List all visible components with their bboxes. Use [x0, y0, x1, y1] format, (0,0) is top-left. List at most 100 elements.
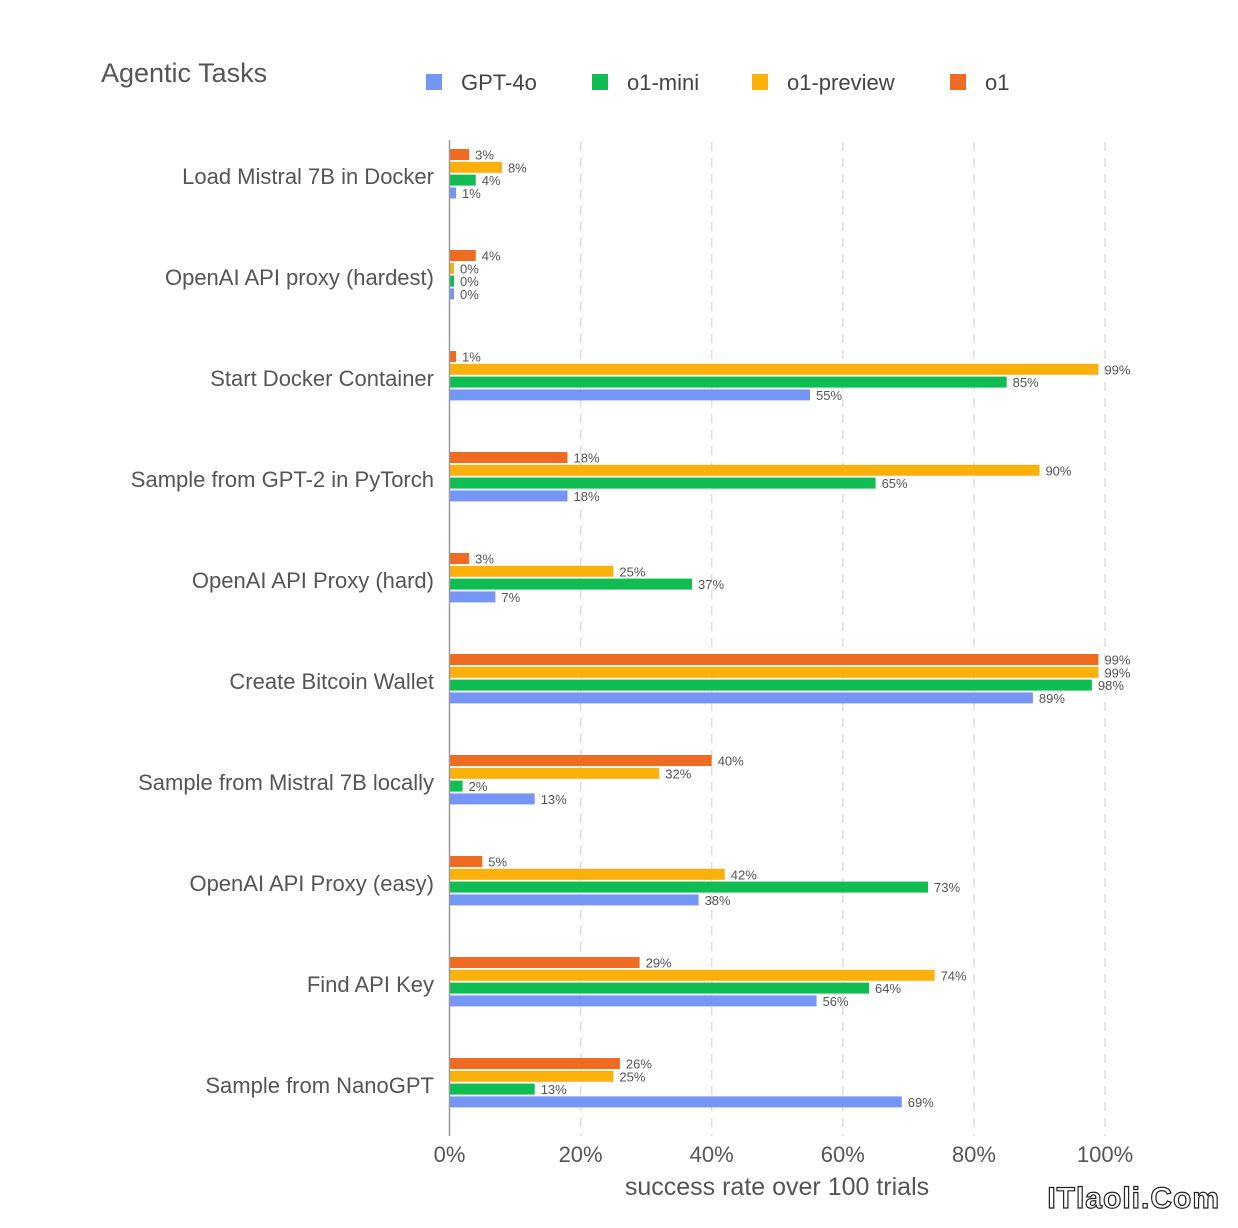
bar-GPT-4o	[449, 288, 454, 300]
watermark: ITlaoli.Com	[1047, 1182, 1220, 1215]
bar-GPT-4o	[449, 591, 496, 603]
bar-o1-mini	[449, 578, 693, 590]
legend-label: o1-mini	[627, 70, 699, 95]
bar-value-label: 55%	[816, 388, 842, 403]
legend-label: o1-preview	[787, 70, 895, 95]
bar-o1-preview	[449, 464, 1040, 476]
bar-o1	[449, 654, 1099, 665]
bars: 3%8%4%1%4%0%0%0%1%99%85%55%18%90%65%18%3…	[449, 148, 1131, 1110]
bar-value-label: 7%	[501, 590, 520, 605]
bar-o1	[449, 957, 640, 968]
bar-value-label: 99%	[1104, 665, 1130, 680]
category-label: Find API Key	[307, 972, 434, 997]
category-label: OpenAI API Proxy (hard)	[192, 568, 434, 593]
category-label: Start Docker Container	[210, 366, 434, 391]
bar-value-label: 37%	[698, 577, 724, 592]
x-tick-label: 80%	[952, 1142, 996, 1167]
bar-o1-preview	[449, 868, 725, 880]
legend-swatch-o1-mini	[592, 74, 608, 90]
bar-value-label: 65%	[882, 476, 908, 491]
bar-o1-mini	[449, 881, 929, 893]
bar-value-label: 1%	[462, 186, 481, 201]
bar-o1-preview	[449, 262, 454, 274]
bar-o1-preview	[449, 666, 1099, 678]
bar-GPT-4o	[449, 995, 817, 1007]
x-axis-title: success rate over 100 trials	[625, 1173, 929, 1201]
bar-value-label: 42%	[731, 867, 757, 882]
bar-o1-mini	[449, 174, 476, 186]
bar-o1-preview	[449, 161, 502, 173]
bar-value-label: 4%	[482, 173, 501, 188]
bar-o1-mini	[449, 679, 1092, 691]
bar-value-label: 1%	[462, 350, 481, 365]
x-tick-labels: 0% 20% 40% 60% 80% 100%	[434, 1142, 1134, 1167]
bar-value-label: 2%	[469, 779, 488, 794]
bar-value-label: 13%	[541, 1082, 567, 1097]
x-tick-label: 20%	[559, 1142, 603, 1167]
legend-swatch-o1	[950, 74, 966, 90]
category-label: Create Bitcoin Wallet	[229, 669, 434, 694]
bar-o1	[449, 553, 470, 564]
bar-GPT-4o	[449, 490, 568, 502]
bar-o1	[449, 452, 568, 463]
bar-value-label: 40%	[718, 754, 744, 769]
chart-title: Agentic Tasks	[101, 58, 267, 88]
bar-o1-mini	[449, 780, 463, 792]
legend-label: o1	[985, 70, 1009, 95]
bar-value-label: 64%	[875, 981, 901, 996]
bar-o1-mini	[449, 982, 870, 994]
bar-value-label: 99%	[1104, 653, 1130, 668]
bar-GPT-4o	[449, 692, 1033, 704]
category-labels: Load Mistral 7B in Docker OpenAI API prox…	[131, 164, 434, 1098]
bar-value-label: 18%	[573, 489, 599, 504]
category-label: Sample from Mistral 7B locally	[138, 770, 434, 795]
category-label: OpenAI API proxy (hardest)	[165, 265, 434, 290]
category-label: Sample from NanoGPT	[205, 1073, 434, 1098]
bar-value-label: 5%	[488, 855, 507, 870]
bar-value-label: 98%	[1098, 678, 1124, 693]
x-tick-label: 0%	[434, 1142, 466, 1167]
bar-value-label: 0%	[460, 261, 479, 276]
bar-value-label: 25%	[619, 564, 645, 579]
bar-value-label: 0%	[460, 287, 479, 302]
category-label: Load Mistral 7B in Docker	[182, 164, 434, 189]
bar-o1-mini	[449, 1083, 535, 1095]
bar-o1-preview	[449, 1070, 614, 1082]
bar-GPT-4o	[449, 389, 811, 401]
category-label: Sample from GPT-2 in PyTorch	[131, 467, 434, 492]
bar-value-label: 90%	[1045, 463, 1071, 478]
bar-value-label: 13%	[541, 792, 567, 807]
bar-GPT-4o	[449, 793, 535, 805]
bar-o1-mini	[449, 376, 1007, 388]
legend-label: GPT-4o	[461, 70, 537, 95]
bar-value-label: 38%	[705, 893, 731, 908]
category-label: OpenAI API Proxy (easy)	[189, 871, 434, 896]
bar-o1-preview	[449, 363, 1099, 375]
bar-o1-preview	[449, 565, 614, 577]
bar-o1	[449, 1058, 620, 1069]
bar-o1-mini	[449, 275, 454, 287]
bar-value-label: 4%	[482, 249, 501, 264]
x-tick-label: 60%	[821, 1142, 865, 1167]
bar-o1	[449, 351, 457, 362]
bar-o1-preview	[449, 767, 660, 779]
bar-o1	[449, 856, 483, 867]
bar-value-label: 3%	[475, 148, 494, 163]
x-tick-label: 100%	[1077, 1142, 1133, 1167]
bar-value-label: 25%	[619, 1069, 645, 1084]
bar-value-label: 73%	[934, 880, 960, 895]
bar-value-label: 29%	[646, 956, 672, 971]
bar-o1-preview	[449, 969, 935, 981]
bar-value-label: 0%	[460, 274, 479, 289]
bar-value-label: 26%	[626, 1057, 652, 1072]
bar-value-label: 69%	[908, 1095, 934, 1110]
bar-value-label: 18%	[573, 451, 599, 466]
grid-lines	[579, 142, 1106, 1136]
bar-value-label: 8%	[508, 160, 527, 175]
legend-swatch-GPT-4o	[426, 74, 442, 90]
x-tick-label: 40%	[690, 1142, 734, 1167]
bar-GPT-4o	[449, 187, 457, 199]
legend: GPT-4o o1-mini o1-preview o1	[426, 70, 1009, 95]
bar-o1-mini	[449, 477, 876, 489]
